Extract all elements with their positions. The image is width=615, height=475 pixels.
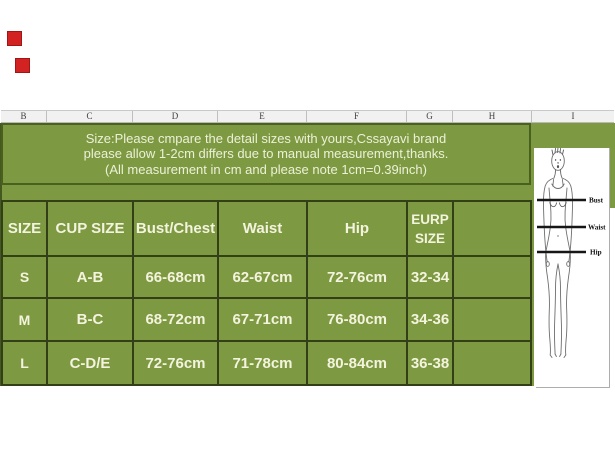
hip-label: Hip: [590, 249, 602, 257]
red-marker-square-2: [15, 58, 30, 73]
body-measurement-figure: Bust Waist Hip: [536, 148, 610, 388]
banner-line-3: (All measurement in cm and please note 1…: [105, 161, 427, 177]
size-table-cell: 62-67cm: [219, 257, 308, 299]
waist-label: Waist: [588, 224, 606, 232]
banner-line-2: please allow 1-2cm differs due to manual…: [83, 146, 449, 162]
size-table-cell: 34-36: [408, 299, 454, 342]
banner-line-1: Size:Please cmpare the detail sizes with…: [85, 130, 447, 146]
size-table-header-cell: EURP SIZE: [408, 202, 454, 257]
column-header-B: B: [1, 111, 47, 122]
size-table-cell: 67-71cm: [219, 299, 308, 342]
size-table-header-cell: Bust/Chest: [134, 202, 219, 257]
size-table-cell: B-C: [48, 299, 134, 342]
size-table-cell: [454, 342, 530, 384]
size-table-cell: 76-80cm: [308, 299, 408, 342]
column-header-I: I: [571, 111, 575, 121]
size-notice-banner: Size:Please cmpare the detail sizes with…: [1, 123, 531, 185]
size-table-cell: [454, 299, 530, 342]
size-table-cell: A-B: [48, 257, 134, 299]
body-figure-illustration: Bust Waist Hip: [537, 148, 606, 358]
column-header-F: F: [307, 111, 407, 122]
size-table-cell: S: [3, 257, 48, 299]
red-marker-square-1: [7, 31, 22, 46]
green-right-sliver: [609, 148, 615, 208]
size-table-header-cell: SIZE: [3, 202, 48, 257]
size-table-header-cell: Waist: [219, 202, 308, 257]
size-table-cell: 68-72cm: [134, 299, 219, 342]
column-header-D: D: [133, 111, 218, 122]
size-table-header-cell: Hip: [308, 202, 408, 257]
size-table-cell: L: [3, 342, 48, 384]
size-table-cell: 72-76cm: [308, 257, 408, 299]
size-table-cell: [454, 257, 530, 299]
size-table-cell: 32-34: [408, 257, 454, 299]
size-table-cell: 36-38: [408, 342, 454, 384]
column-header-G: G: [407, 111, 453, 122]
column-header-H: H: [453, 111, 532, 122]
size-table-header-cell: [454, 202, 530, 257]
column-header-E: E: [218, 111, 307, 122]
size-table: SIZE CUP SIZE Bust/Chest Waist Hip EURP SIZE S…: [1, 200, 532, 386]
size-table-cell: 80-84cm: [308, 342, 408, 384]
size-table-cell: 72-76cm: [134, 342, 219, 384]
size-table-cell: 66-68cm: [134, 257, 219, 299]
green-top-right-strip: [534, 123, 615, 148]
size-table-cell: C-D/E: [48, 342, 134, 384]
size-table-cell: 71-78cm: [219, 342, 308, 384]
size-table-header-cell: CUP SIZE: [48, 202, 134, 257]
size-table-cell: M: [3, 299, 48, 342]
column-header-C: C: [47, 111, 133, 122]
bust-label: Bust: [589, 197, 604, 205]
